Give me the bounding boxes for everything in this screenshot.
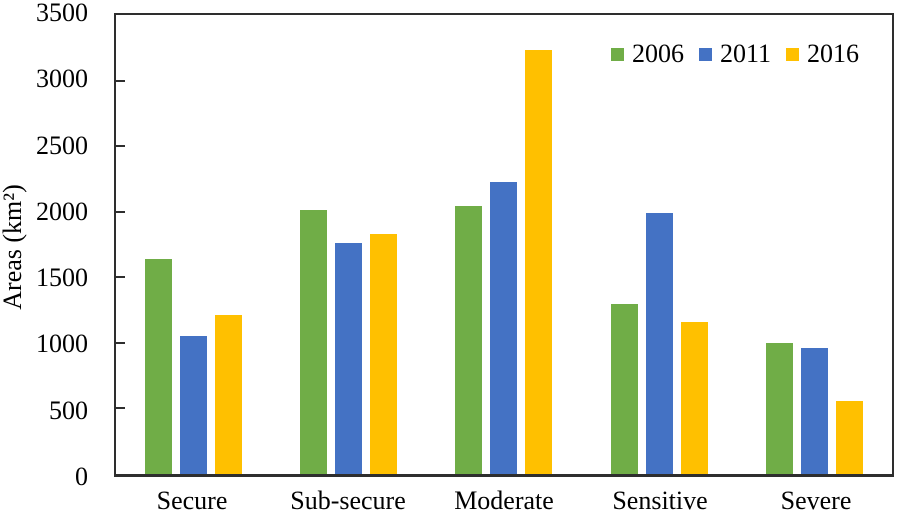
- bar-secure-2011: [180, 336, 208, 474]
- x-label-moderate: Moderate: [454, 486, 554, 515]
- y-tick-label-2500: 2500: [36, 130, 88, 160]
- bar-group-moderate: [426, 15, 581, 474]
- legend-swatch-2011: [698, 47, 712, 61]
- bar-sensitive-2011: [645, 213, 673, 474]
- legend-item-2011: 2011: [698, 39, 771, 68]
- x-label-sub-secure: Sub-secure: [290, 486, 406, 515]
- y-axis-tick: [116, 407, 125, 410]
- y-axis-tick: [116, 276, 125, 279]
- y-tick-label-500: 500: [49, 395, 88, 425]
- legend-label-2016: 2016: [807, 39, 859, 68]
- legend-swatch-2016: [786, 47, 799, 61]
- bar-group-severe: [737, 15, 892, 474]
- y-axis-tick: [116, 210, 125, 213]
- bar-secure-2016: [215, 315, 243, 474]
- bar-sensitive-2016: [680, 321, 708, 474]
- legend-item-2006: 2006: [610, 39, 684, 68]
- bar-severe-2016: [835, 400, 863, 474]
- bar-sub-secure-2006: [300, 210, 328, 474]
- y-tick-label-3000: 3000: [36, 64, 88, 94]
- legend-item-2016: 2016: [786, 41, 859, 67]
- x-axis-labels: Secure Sub-secure Moderate Sensitive Severe: [114, 486, 894, 518]
- plot-area: [114, 13, 894, 477]
- bar-group-sensitive: [582, 15, 737, 474]
- x-label-sensitive: Sensitive: [612, 486, 708, 515]
- y-tick-label-2000: 2000: [36, 196, 88, 226]
- x-label-severe: Severe: [780, 486, 852, 515]
- y-axis-tick: [116, 145, 125, 148]
- bar-moderate-2016: [525, 50, 553, 474]
- y-axis-tick-labels: 3500 3000 2500 2000 1500 1000 500 0: [0, 0, 88, 518]
- bar-moderate-2006: [455, 206, 483, 474]
- legend: 2006 2011 2016: [610, 39, 859, 68]
- y-tick-label-3500: 3500: [36, 0, 88, 27]
- bar-sub-secure-2016: [370, 234, 398, 474]
- bar-sensitive-2006: [610, 303, 638, 474]
- legend-swatch-2006: [610, 47, 624, 61]
- bar-secure-2006: [145, 258, 173, 474]
- y-tick-label-0: 0: [75, 462, 88, 491]
- y-axis-tick: [116, 341, 125, 344]
- bar-severe-2006: [765, 342, 793, 474]
- y-tick-label-1000: 1000: [36, 329, 88, 359]
- bar-severe-2011: [800, 348, 828, 474]
- bar-group-sub-secure: [271, 15, 426, 474]
- bar-sub-secure-2011: [335, 243, 363, 474]
- bar-group-secure: [116, 15, 271, 474]
- legend-label-2006: 2006: [631, 39, 684, 68]
- y-axis-tick: [116, 79, 125, 82]
- legend-label-2011: 2011: [719, 39, 771, 68]
- bar-moderate-2011: [490, 181, 518, 474]
- x-label-secure: Secure: [156, 486, 228, 515]
- y-tick-label-1500: 1500: [36, 263, 88, 293]
- plot-inner: [116, 15, 892, 474]
